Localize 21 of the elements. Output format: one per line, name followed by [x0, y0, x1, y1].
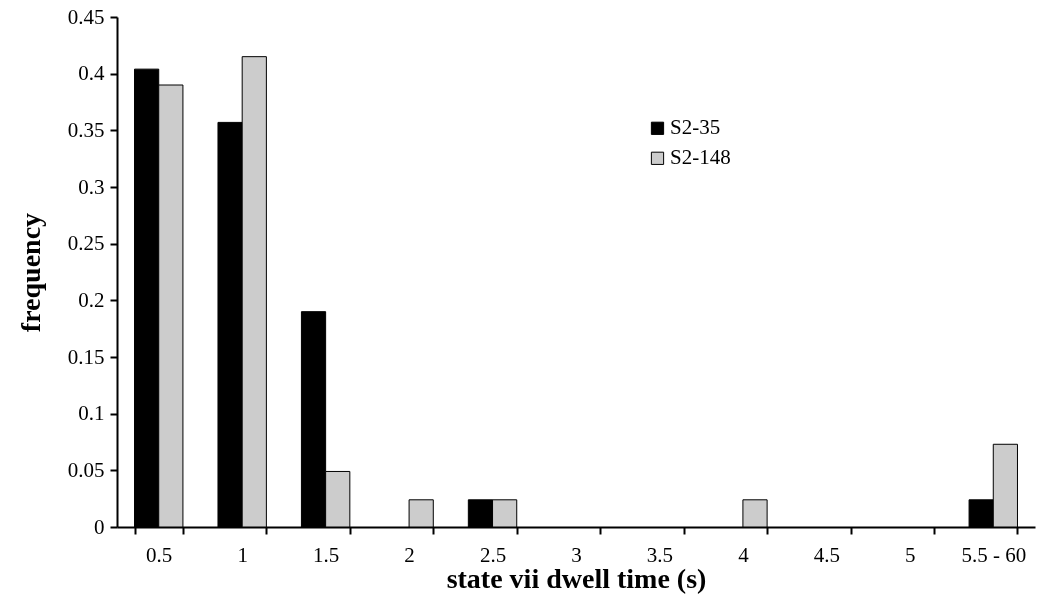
- y-tick-label: 0.4: [78, 61, 105, 86]
- legend-label: S2-35: [670, 115, 721, 140]
- y-tick-label: 0: [94, 514, 105, 539]
- legend-label: S2-148: [670, 145, 731, 170]
- y-tick-label: 0.2: [78, 287, 105, 312]
- x-tick-label: 2: [404, 542, 415, 567]
- y-tick-label: 0.3: [78, 174, 105, 199]
- y-tick-label: 0.25: [67, 231, 105, 256]
- y-tick-label: 0.05: [67, 457, 105, 482]
- x-tick-label: 4.5: [813, 542, 840, 567]
- x-tick-label: 0.5: [146, 542, 173, 567]
- x-tick-label: 1.5: [313, 542, 340, 567]
- x-tick-label: 5: [905, 542, 916, 567]
- y-tick-label: 0.35: [67, 117, 105, 142]
- x-tick-label: 4: [738, 542, 750, 567]
- y-tick-label: 0.45: [67, 4, 105, 29]
- y-tick-label: 0.15: [67, 344, 105, 369]
- x-tick-label: 1: [237, 542, 248, 567]
- x-tick-label: 5.5 - 60: [961, 542, 1027, 567]
- y-axis-title: frequency: [14, 212, 46, 333]
- y-tick-label: 0.1: [78, 401, 105, 426]
